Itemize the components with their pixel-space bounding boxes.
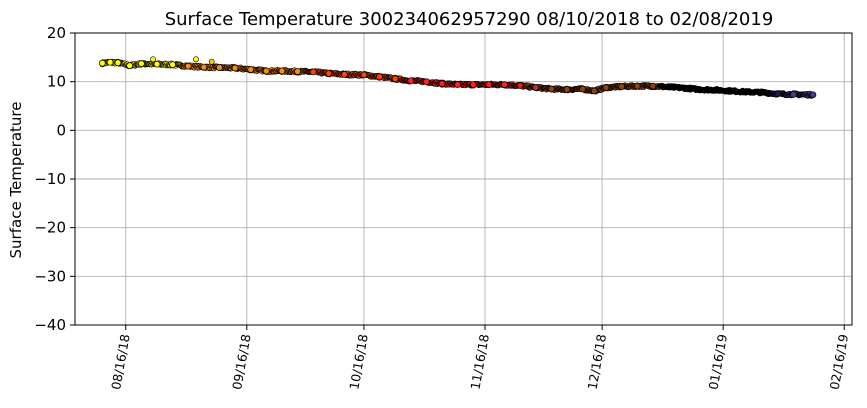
chart-title: Surface Temperature 300234062957290 08/1…: [165, 9, 774, 30]
data-point: [727, 87, 735, 95]
data-point: [325, 70, 333, 77]
data-point: [376, 73, 383, 81]
data-point: [262, 67, 270, 75]
data-point: [532, 84, 540, 91]
data-point: [391, 75, 399, 83]
y-tick-label: −30: [34, 267, 66, 285]
data-point: [618, 83, 625, 90]
data-point: [169, 61, 176, 68]
data-point: [548, 85, 555, 93]
data-point: [579, 85, 586, 93]
x-tick-label: 01/16/19: [706, 333, 731, 391]
data-point: [743, 88, 750, 96]
data-point: [516, 82, 524, 89]
x-tick-label: 08/16/18: [108, 333, 133, 391]
data-series: [98, 56, 817, 99]
data-point: [407, 77, 415, 85]
data-point: [774, 90, 782, 98]
data-point: [423, 78, 430, 86]
grid: [75, 33, 852, 325]
x-tick-label: 02/16/19: [827, 333, 852, 391]
data-point: [360, 71, 368, 79]
data-point: [126, 62, 134, 69]
y-axis-ticks: 20 10 0 −10 −20 −30 −40: [34, 24, 75, 334]
data-point: [106, 58, 114, 66]
data-point: [98, 59, 106, 67]
data-point: [469, 81, 477, 88]
data-point-spike: [208, 58, 215, 65]
data-point: [309, 68, 317, 76]
x-tick-label: 11/16/18: [467, 333, 492, 391]
data-point: [216, 64, 223, 71]
data-point-spike: [193, 56, 199, 63]
y-tick-label: −20: [34, 219, 66, 237]
data-point: [138, 60, 145, 68]
data-point: [341, 71, 348, 78]
data-point: [758, 89, 766, 96]
data-point: [680, 84, 688, 92]
data-point: [711, 86, 719, 94]
data-point: [590, 87, 598, 95]
data-point: [231, 64, 239, 72]
data-point: [153, 60, 161, 68]
data-point: [501, 81, 508, 88]
y-axis-label: Surface Temperature: [7, 102, 25, 259]
data-point: [649, 82, 657, 90]
data-point: [485, 81, 493, 88]
data-point: [200, 63, 208, 71]
data-point: [790, 90, 797, 98]
x-axis-ticks: 08/16/18 09/16/18 10/16/18 11/16/18 12/16/18…: [108, 325, 851, 391]
data-point: [563, 86, 571, 93]
data-point-spike: [150, 56, 156, 63]
data-point: [454, 81, 461, 88]
y-tick-label: 0: [56, 121, 66, 139]
x-tick-label: 12/16/18: [585, 333, 610, 391]
data-point: [184, 62, 192, 70]
data-point: [809, 91, 817, 99]
data-point: [633, 82, 641, 90]
y-tick-label: 10: [47, 73, 66, 91]
data-point: [247, 66, 255, 73]
data-point: [696, 86, 704, 93]
data-point: [602, 84, 610, 91]
x-tick-label: 09/16/18: [229, 333, 254, 391]
data-point: [294, 68, 301, 75]
y-tick-label: −40: [34, 316, 66, 334]
y-tick-label: −10: [34, 170, 66, 188]
y-tick-label: 20: [47, 24, 66, 42]
data-point: [278, 67, 286, 75]
data-point: [438, 80, 446, 87]
data-point: [114, 59, 122, 67]
x-tick-label: 10/16/18: [346, 333, 371, 391]
data-point: [665, 83, 672, 91]
